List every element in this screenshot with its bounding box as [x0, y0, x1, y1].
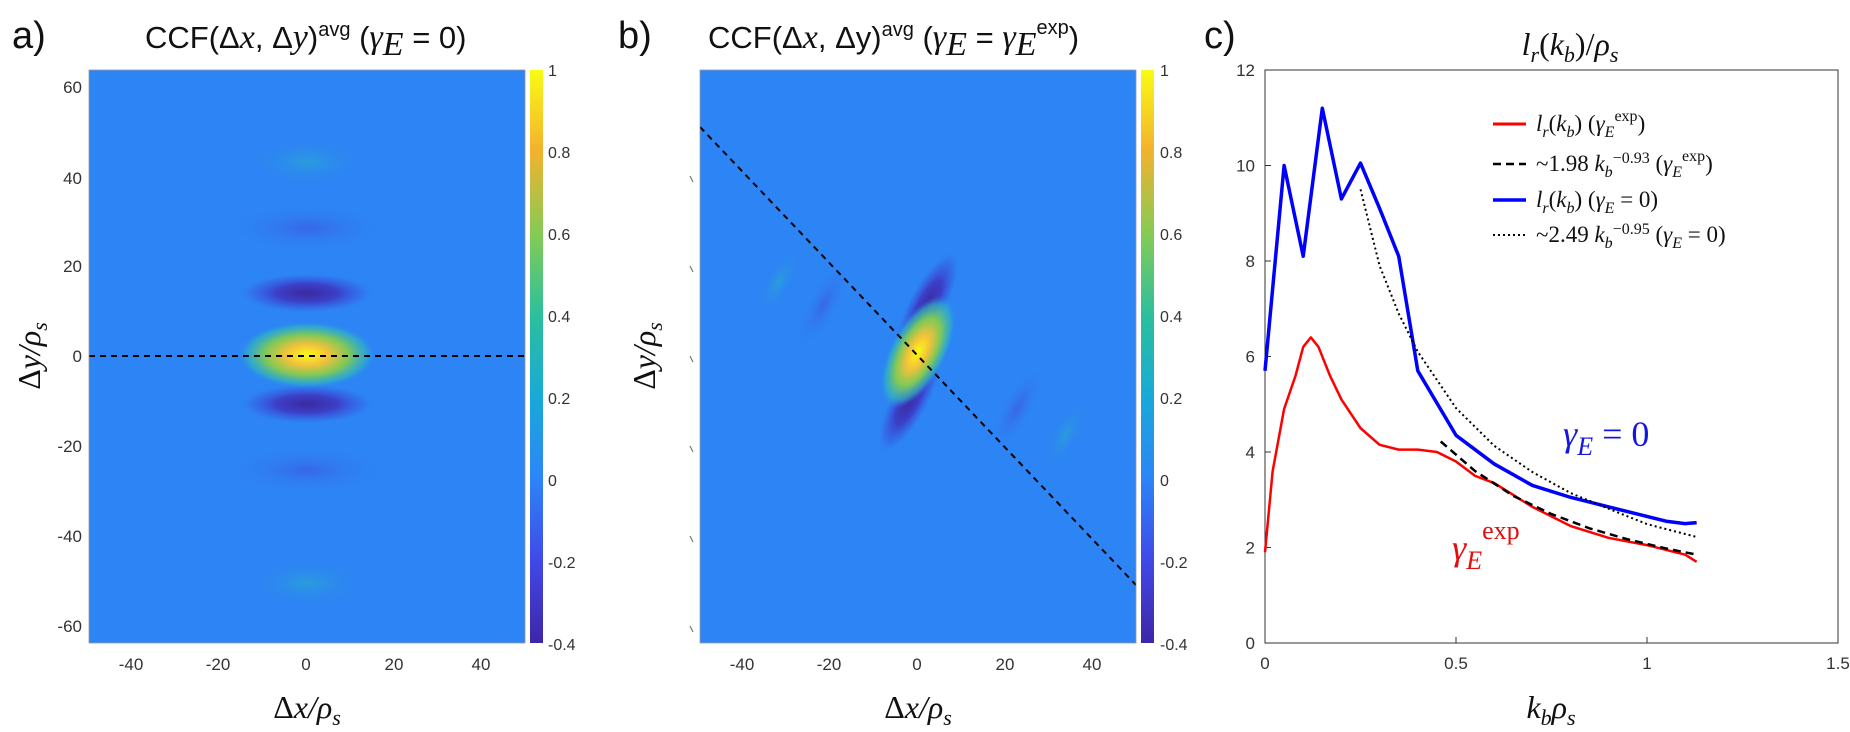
svg-text:0: 0: [912, 655, 921, 674]
panel-b-ylabel: Δy/ρs: [626, 322, 667, 390]
panel-a-title: CCF(Δx, Δy)avg (γE = 0): [145, 19, 466, 63]
panel-b: b) CCF(Δx, Δy)avg (γE = γEexp): [618, 15, 1188, 730]
panel-b-xticks: -40 -20 0 20 40: [730, 655, 1102, 674]
svg-text:-40: -40: [119, 655, 144, 674]
heatmap-a-lower-minimum: [239, 384, 375, 424]
ytick-label: 8: [1246, 252, 1255, 271]
svg-text:1: 1: [1160, 63, 1169, 80]
heatmap-b-peak: [879, 295, 957, 409]
svg-text:20: 20: [63, 257, 82, 276]
ytick-label: 12: [1236, 61, 1255, 80]
svg-text:-0.4: -0.4: [1160, 637, 1188, 654]
svg-text:-0.2: -0.2: [1160, 555, 1188, 572]
svg-text:~2.49 kb−0.95 (γE = 0): ~2.49 kb−0.95 (γE = 0): [1536, 221, 1726, 252]
svg-text:0.4: 0.4: [1160, 309, 1182, 326]
svg-text:0.8: 0.8: [1160, 145, 1182, 162]
heatmap-a-upper-minimum: [239, 273, 375, 313]
series-blue-lr-zero: [1263, 106, 1697, 526]
colorbar-b-ticks: 1 0.8 0.6 0.4 0.2 0 -0.2 -0.4: [1160, 63, 1188, 654]
ytick-label: 0: [1246, 634, 1255, 653]
svg-text:20: 20: [996, 655, 1015, 674]
xtick-label: 0: [1260, 654, 1269, 673]
ytick-label: 4: [1246, 443, 1255, 462]
panel-a-yticks: 60 40 20 0 -20 -40 -60: [57, 78, 82, 636]
xtick-label: 1.5: [1826, 654, 1850, 673]
series-red-lr-exp: [1263, 336, 1698, 563]
svg-text:20: 20: [385, 655, 404, 674]
panel-c-ticks: 0 2 4 6 8 10 12 0 0.5 1 1.5: [1236, 61, 1850, 673]
legend-item-dotted: ~2.49 kb−0.95 (γE = 0): [1493, 221, 1726, 252]
svg-text:0.6: 0.6: [548, 227, 570, 244]
panel-a: a) CCF(Δx, Δy)avg (γE = 0) 60 40 20 0 -2…: [11, 15, 576, 730]
colorbar-a: [530, 70, 543, 643]
annotation-gamma-zero: γE = 0: [1563, 414, 1649, 461]
svg-text:0.2: 0.2: [1160, 391, 1182, 408]
svg-text:40: 40: [472, 655, 491, 674]
heatmap-a: [89, 70, 525, 643]
svg-text:CCF(Δx, Δy)avg (γE = γEexp): CCF(Δx, Δy)avg (γE = γEexp): [708, 17, 1079, 63]
svg-text:-20: -20: [57, 437, 82, 456]
svg-text:0: 0: [301, 655, 310, 674]
panel-c-series: [1263, 106, 1698, 563]
panel-b-title: CCF(Δx, Δy)avg (γE = γEexp): [708, 17, 1079, 63]
colorbar-b: [1141, 70, 1154, 643]
svg-text:40: 40: [63, 169, 82, 188]
series-fit-exp-dashed: [1439, 440, 1697, 556]
panel-b-ytick-marks: [689, 175, 694, 633]
panel-b-xlabel: Δx/ρs: [884, 689, 952, 730]
xtick-label: 1: [1642, 654, 1651, 673]
svg-text:0.6: 0.6: [1160, 227, 1182, 244]
panel-a-label: a): [12, 15, 46, 57]
colorbar-a-ticks: 1 0.8 0.6 0.4 0.2 0 -0.2 -0.4: [548, 63, 576, 654]
svg-text:40: 40: [1083, 655, 1102, 674]
panel-a-xticks: -40 -20 0 20 40: [119, 655, 491, 674]
svg-text:60: 60: [63, 78, 82, 97]
svg-text:0: 0: [548, 473, 557, 490]
svg-text:0: 0: [73, 347, 82, 366]
ytick-label: 10: [1236, 157, 1255, 176]
svg-text:0.8: 0.8: [548, 145, 570, 162]
ytick-label: 6: [1246, 348, 1255, 367]
svg-text:CCF(Δx, Δy)avg (γE = 0): CCF(Δx, Δy)avg (γE = 0): [145, 19, 466, 63]
svg-text:1: 1: [548, 63, 557, 80]
svg-text:-0.2: -0.2: [548, 555, 576, 572]
panel-b-label: b): [618, 15, 652, 57]
heatmap-b: [700, 70, 1136, 643]
svg-text:0: 0: [1160, 473, 1169, 490]
heatmap-a-peak: [237, 321, 377, 389]
svg-text:-40: -40: [57, 527, 82, 546]
svg-text:0.4: 0.4: [548, 309, 570, 326]
svg-text:-60: -60: [57, 617, 82, 636]
panel-a-ylabel: Δy/ρs: [11, 322, 52, 390]
xtick-label: 0.5: [1444, 654, 1468, 673]
panel-c-xlabel: kbρs: [1526, 689, 1575, 730]
svg-text:-0.4: -0.4: [548, 637, 576, 654]
ytick-label: 2: [1246, 539, 1255, 558]
svg-text:-20: -20: [817, 655, 842, 674]
svg-text:-20: -20: [206, 655, 231, 674]
svg-text:-40: -40: [730, 655, 755, 674]
panel-c-title: lr(kb)/ρs: [1522, 26, 1619, 67]
panel-c-label: c): [1204, 15, 1236, 57]
svg-text:0.2: 0.2: [548, 391, 570, 408]
panel-a-xlabel: Δx/ρs: [273, 689, 341, 730]
